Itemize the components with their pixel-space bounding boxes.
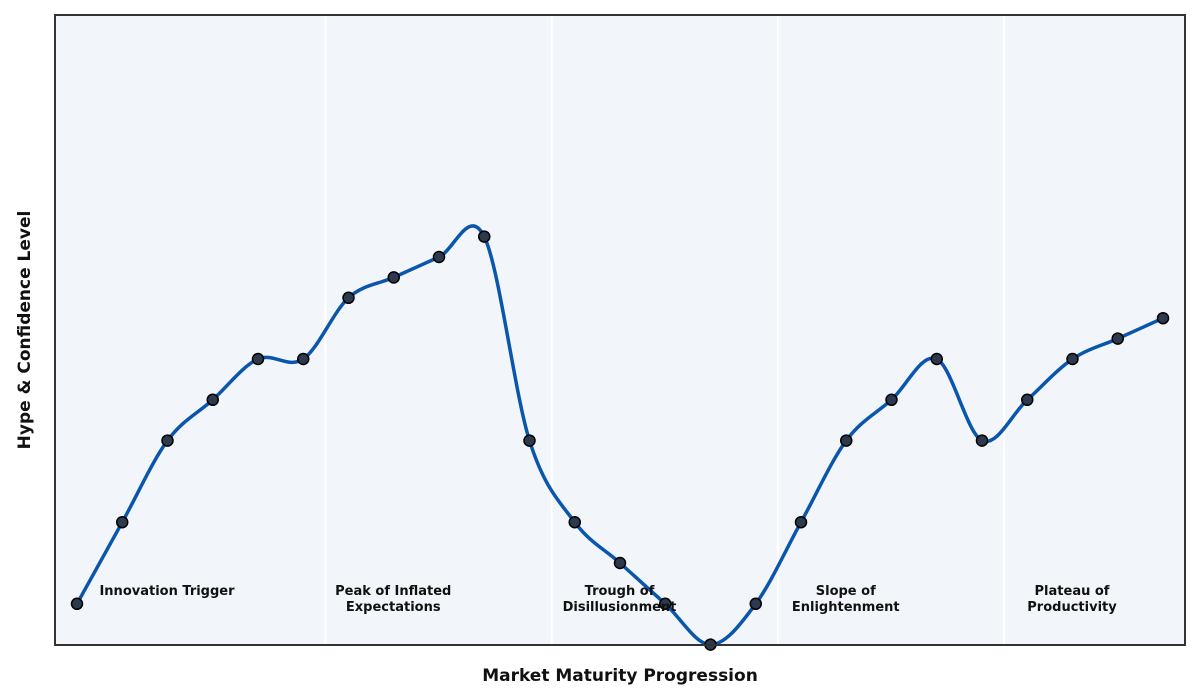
plot-background: [55, 15, 1185, 645]
data-point: [1021, 393, 1034, 407]
phase-label: Peak of Inflated Expectations: [335, 584, 451, 615]
phase-label-line: Slope of: [816, 584, 876, 599]
data-point: [1156, 311, 1170, 325]
data-point: [659, 597, 672, 611]
data-point: [206, 393, 219, 407]
phase-label-line: Trough of: [585, 584, 655, 599]
data-point: [523, 434, 536, 447]
data-point: [1066, 352, 1079, 366]
data-point: [975, 434, 989, 447]
data-point: [885, 393, 898, 407]
data-point: [930, 352, 943, 366]
data-point: [161, 434, 174, 447]
data-point: [342, 291, 355, 305]
phase-label: Slope of Enlightenment: [792, 584, 900, 615]
phase-label: Trough of Disillusionment: [563, 584, 677, 615]
phase-label-line: Expectations: [346, 600, 441, 615]
data-point: [116, 515, 129, 529]
x-axis-title: Market Maturity Progression: [482, 666, 758, 686]
y-axis-title: Hype & Confidence Level: [15, 211, 35, 450]
data-point: [840, 434, 853, 447]
data-point: [1111, 332, 1124, 345]
data-point: [478, 230, 491, 243]
phase-label: Plateau of Productivity: [1027, 584, 1117, 615]
data-point: [794, 515, 808, 529]
data-point: [387, 271, 400, 284]
phase-label-line: Disillusionment: [563, 600, 677, 615]
data-markers: [70, 230, 1170, 651]
phase-label: Innovation Trigger: [99, 584, 235, 599]
phase-label-line: Enlightenment: [792, 600, 900, 615]
data-point: [568, 515, 581, 529]
data-point: [432, 250, 446, 264]
plot-frame: [54, 14, 1186, 646]
phase-label-line: Peak of Inflated: [335, 584, 451, 599]
phase-label-line: Productivity: [1027, 600, 1117, 615]
data-point: [749, 597, 762, 611]
data-point: [70, 597, 84, 611]
phase-label-line: Plateau of: [1035, 584, 1110, 599]
phase-label-line: Innovation Trigger: [99, 584, 235, 599]
data-point: [297, 352, 310, 366]
data-point: [613, 556, 627, 570]
data-point: [251, 352, 265, 366]
phase-labels: Innovation Trigger Peak of Inflated Expect…: [99, 584, 1117, 615]
